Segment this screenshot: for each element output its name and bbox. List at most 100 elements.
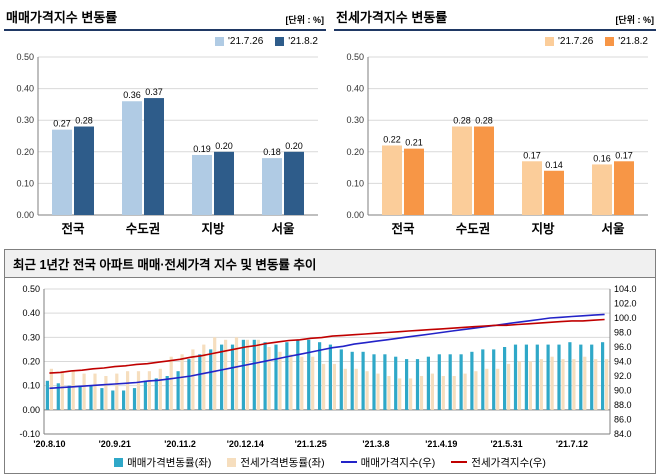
bar-value-label: 0.28 [75, 116, 93, 126]
left-axis-tick-label: 0.00 [22, 405, 40, 415]
sales-bar-chart: 0.50 0.40 0.30 0.20 0.10 0.00 전국 0.27 0.28 수도권 0.3… [16, 52, 318, 236]
bar [104, 376, 108, 410]
legend-color-swatch [605, 36, 615, 46]
trend-line [49, 313, 605, 390]
bar [262, 158, 282, 215]
x-axis-tick-label: '20.8.10 [33, 439, 65, 449]
bar [605, 359, 609, 410]
right-axis-tick-label: 104.0 [614, 284, 637, 294]
bar [601, 342, 605, 410]
bar [214, 151, 234, 215]
jeonse-bar-chart: 0.50 0.40 0.30 0.20 0.10 0.00 전국 0.22 0.21 수도권 0.2… [346, 52, 648, 236]
y-axis-tick-label: 0.50 [346, 52, 364, 62]
right-axis-tick-label: 94.0 [614, 357, 632, 367]
bar [452, 126, 472, 215]
x-axis-tick-label: '21.4.19 [425, 439, 457, 449]
right-axis-tick-label: 100.0 [614, 313, 637, 323]
bar [143, 380, 147, 410]
x-axis-tick-label: '20.11.2 [164, 439, 196, 449]
bar-value-label: 0.37 [145, 87, 163, 97]
bar [419, 376, 424, 410]
bar [561, 359, 565, 410]
legend-color-swatch [275, 36, 285, 46]
x-category-label: 서울 [601, 221, 625, 236]
bar [191, 349, 195, 410]
bar [492, 349, 496, 410]
bar [187, 359, 191, 410]
bar [426, 356, 430, 410]
top-charts-row: 매매가격지수 변동률 [단위 : %] '21.7.26 '21.8.2 0.50… [4, 5, 656, 243]
bar [405, 359, 409, 410]
legend-label: 매매가격변동률(좌) [127, 456, 212, 469]
bar [481, 349, 485, 410]
bar [132, 388, 137, 410]
bar [528, 361, 532, 410]
bar [522, 161, 542, 215]
bar [245, 339, 249, 410]
x-category-label: 지방 [531, 221, 555, 236]
bar [154, 378, 158, 410]
bar [284, 151, 304, 215]
jeonse-unit-label: [단위 : %] [615, 15, 654, 25]
bar [45, 380, 49, 410]
bar [126, 371, 130, 410]
bar [267, 347, 271, 410]
left-axis-tick-label: -0.10 [19, 429, 40, 439]
right-axis-tick-label: 90.0 [614, 386, 632, 396]
jeonse-chart-legend: '21.7.26 '21.8.2 [334, 31, 656, 47]
bar [52, 129, 72, 215]
bar-value-label: 0.20 [285, 141, 303, 151]
bar [234, 337, 239, 410]
bar [224, 339, 228, 410]
bar [503, 347, 507, 410]
bar [517, 361, 522, 410]
y-axis-tick-label: 0.40 [346, 84, 364, 94]
bar-value-label: 0.27 [53, 119, 71, 129]
bar [115, 373, 119, 410]
bar [93, 373, 97, 410]
legend-item: 전세가격지수(우) [451, 455, 546, 470]
bar [448, 354, 452, 410]
legend-item: 전세가격변동률(좌) [227, 455, 325, 470]
sales-chart-legend: '21.7.26 '21.8.2 [4, 31, 326, 47]
x-category-label: 전국 [391, 221, 415, 236]
legend-color-swatch [114, 457, 124, 467]
x-axis-tick-label: '20.9.21 [99, 439, 131, 449]
bar [365, 371, 369, 410]
legend-color-swatch [545, 36, 554, 46]
bar [100, 388, 104, 410]
bar [144, 98, 164, 215]
bar [169, 356, 173, 410]
bar [459, 354, 463, 410]
legend-item: '21.7.26 [215, 36, 263, 47]
sales-unit-label: [단위 : %] [285, 15, 324, 25]
bar [300, 356, 304, 410]
bar [78, 385, 82, 410]
bar [398, 378, 402, 410]
legend-line-marker [451, 461, 468, 463]
left-axis-tick-label: 0.20 [22, 357, 40, 367]
legend-color-swatch [215, 36, 224, 46]
y-axis-tick-label: 0.30 [16, 115, 34, 125]
trend-chart-legend: 매매가격변동률(좌) 전세가격변동률(좌) 매매가격지수(우) 전세가격지수(우) [8, 455, 652, 471]
bar [361, 351, 365, 410]
y-axis-tick-label: 0.40 [16, 84, 34, 94]
bar [539, 359, 543, 410]
legend-label: 전세가격지수(우) [471, 456, 546, 469]
bar [263, 342, 267, 410]
bar [289, 354, 293, 410]
bar [122, 390, 126, 410]
bar [285, 342, 289, 410]
bar [354, 368, 358, 410]
bar [409, 378, 413, 410]
bar [387, 376, 391, 410]
jeonse-price-change-panel: 전세가격지수 변동률 [단위 : %] '21.7.26 '21.8.2 0.50… [334, 5, 656, 243]
left-axis-tick-label: 0.40 [22, 308, 40, 318]
bar [252, 339, 256, 410]
bar [318, 342, 322, 410]
bar [544, 170, 564, 215]
legend-item: '21.8.2 [605, 36, 648, 47]
bar [394, 356, 398, 410]
x-category-label: 수도권 [126, 222, 161, 236]
y-axis-tick-label: 0.30 [346, 115, 364, 125]
